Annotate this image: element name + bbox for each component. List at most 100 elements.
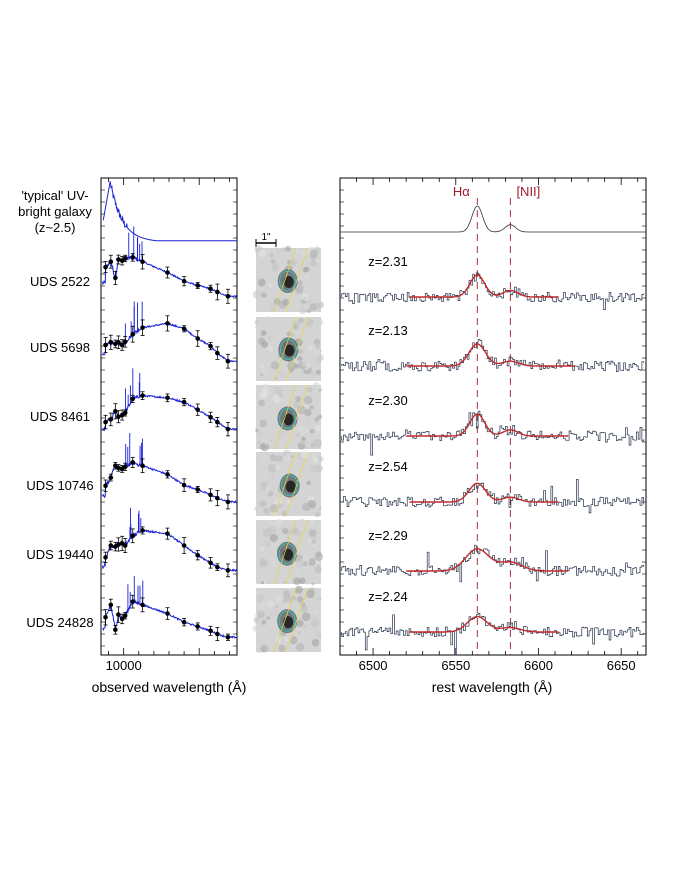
image-noise xyxy=(252,290,262,299)
sed-data-point xyxy=(108,417,114,422)
galaxy-core xyxy=(283,276,294,289)
image-noise xyxy=(299,577,306,584)
sed-data-point xyxy=(195,407,201,412)
galaxy-label: UDS 8461 xyxy=(30,409,90,424)
image-noise xyxy=(305,446,308,449)
sed-data-point xyxy=(113,409,118,414)
image-noise xyxy=(281,247,286,252)
observed-spectrum xyxy=(341,272,645,310)
image-noise xyxy=(269,454,277,462)
sed-panel: 10000 'typical' UV-bright galaxy(z~2.5) UD… xyxy=(18,177,238,673)
image-noise xyxy=(270,439,273,442)
sed-data-point xyxy=(225,426,231,432)
sed-data-point xyxy=(119,342,125,348)
slit-edge xyxy=(273,451,297,517)
image-noise xyxy=(273,386,282,395)
image-noise xyxy=(311,538,318,545)
image-noise xyxy=(255,428,259,432)
spectra-x-tick-label: 6500 xyxy=(359,658,388,673)
sed-data-point xyxy=(130,599,136,604)
image-noise xyxy=(296,620,304,628)
image-noise xyxy=(307,387,313,393)
image-noise xyxy=(261,292,267,298)
spectra-x-tick-label: 6600 xyxy=(524,658,553,673)
image-noise xyxy=(284,436,288,440)
image-noise xyxy=(314,581,317,584)
image-noise xyxy=(285,453,293,461)
sed-data-point xyxy=(130,331,136,337)
sed-data-point xyxy=(130,396,136,402)
sed-data-point xyxy=(130,255,136,260)
image-noise xyxy=(257,421,261,425)
image-noise xyxy=(307,494,315,502)
sed-data-point xyxy=(225,634,231,640)
image-noise xyxy=(292,503,302,512)
slit-edge xyxy=(285,316,309,382)
image-noise xyxy=(306,582,309,585)
image-noise xyxy=(315,344,321,349)
image-noise xyxy=(315,258,320,263)
image-noise xyxy=(310,260,318,267)
image-noise xyxy=(261,409,267,415)
image-noise xyxy=(310,520,314,525)
line-label: Hα xyxy=(453,184,470,199)
slit-edge xyxy=(285,247,309,313)
image-noise xyxy=(295,643,305,652)
image-noise xyxy=(312,382,321,390)
image-noise xyxy=(303,395,313,405)
image-noise xyxy=(275,377,278,380)
image-noise xyxy=(313,338,321,346)
sed-data-point xyxy=(165,472,170,477)
image-noise xyxy=(257,320,266,329)
image-noise xyxy=(290,333,295,337)
image-noise xyxy=(314,424,322,432)
image-noise xyxy=(312,608,318,614)
redshift-label: z=2.13 xyxy=(368,323,407,338)
image-noise xyxy=(294,249,299,253)
galaxy-label: UDS 5698 xyxy=(30,340,90,355)
sed-data-point xyxy=(108,259,114,265)
sed-data-point xyxy=(140,602,145,608)
slit-edge xyxy=(273,519,297,585)
image-noise xyxy=(302,612,311,621)
sed-data-point xyxy=(181,619,187,625)
sed-data-point xyxy=(116,465,121,471)
sed-data-point xyxy=(119,616,125,622)
image-noise xyxy=(274,397,281,403)
image-noise xyxy=(310,465,318,473)
sed-data-point xyxy=(215,495,220,501)
image-noise xyxy=(260,644,269,653)
segmentation-contour xyxy=(279,270,297,292)
redshift-label: z=2.54 xyxy=(368,459,407,474)
image-noise xyxy=(286,536,290,540)
image-noise xyxy=(270,259,276,264)
image-noise xyxy=(310,618,320,628)
sed-data-point xyxy=(181,543,187,548)
image-noise xyxy=(319,349,322,352)
line-fit xyxy=(406,548,569,572)
sed-data-point xyxy=(215,631,220,637)
image-noise xyxy=(261,620,267,625)
sed-data-point xyxy=(113,627,118,633)
image-noise xyxy=(295,432,300,438)
image-noise xyxy=(316,633,322,638)
sed-data-point xyxy=(195,624,201,629)
redshift-label: z=2.31 xyxy=(368,254,407,269)
image-noise xyxy=(260,454,268,462)
sed-data-point xyxy=(208,628,213,634)
image-noise xyxy=(278,598,282,602)
galaxy-core xyxy=(283,413,294,426)
sed-data-point xyxy=(208,343,213,349)
image-noise xyxy=(293,401,300,408)
sed-data-point xyxy=(140,393,145,398)
image-noise xyxy=(306,309,311,314)
image-noise xyxy=(308,345,313,350)
image-noise xyxy=(266,600,275,608)
image-noise xyxy=(259,500,267,507)
sed-data-point xyxy=(215,289,220,295)
image-noise xyxy=(277,578,280,581)
image-noise xyxy=(300,605,308,613)
image-noise xyxy=(268,525,276,533)
slit-edge xyxy=(285,587,309,653)
sed-data-point xyxy=(140,463,145,469)
